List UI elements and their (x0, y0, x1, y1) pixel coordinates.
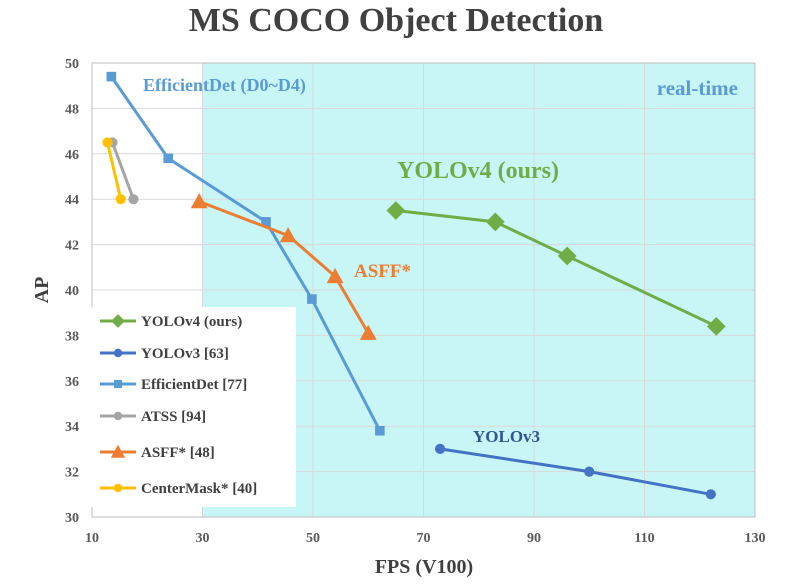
legend-label-centermask: CenterMask* [40] (141, 481, 257, 497)
chart-title: MS COCO Object Detection (189, 2, 604, 39)
data-point-efficientdet (106, 71, 117, 82)
x-tick-label: 90 (527, 531, 541, 546)
legend-label-atss: ATSS [94] (141, 409, 206, 425)
annotation-yolov4: YOLOv4 (ours) (397, 158, 559, 184)
data-point-efficientdet (307, 294, 317, 304)
legend-label-yolov4-ours: YOLOv4 (ours) (141, 314, 242, 330)
data-point-asff (190, 193, 208, 209)
annotation-asff: ASFF* (354, 261, 411, 282)
legend-marker-yolov4-ours (111, 314, 125, 328)
series-centermask (102, 137, 126, 205)
legend-marker-atss (113, 411, 123, 421)
series-yolov3 (434, 443, 716, 500)
y-tick-label: 48 (65, 102, 79, 117)
data-point-yolov3 (434, 443, 446, 454)
data-point-atss (128, 194, 139, 205)
legend-label-asff: ASFF* [48] (141, 445, 215, 461)
y-tick-label: 40 (65, 284, 79, 299)
data-point-yolov4-ours (386, 201, 406, 220)
series-line-yolov4-ours (395, 209, 717, 328)
data-point-centermask (102, 137, 113, 148)
data-point-yolov4-ours (557, 246, 577, 266)
realtime-label: real-time (657, 76, 738, 100)
x-tick-label: 50 (306, 531, 320, 546)
data-point-efficientdet (261, 217, 271, 227)
data-point-yolov3 (705, 489, 716, 500)
x-tick-label: 10 (85, 531, 99, 546)
data-point-asff (326, 267, 344, 284)
legend-label-efficientdet: EfficientDet [77] (141, 377, 247, 393)
series-line-asff (198, 200, 370, 334)
legend-label-yolov3: YOLOv3 [63] (141, 346, 229, 362)
y-tick-label: 38 (65, 329, 79, 344)
data-point-efficientdet (163, 153, 174, 164)
y-tick-label: 30 (65, 511, 79, 526)
data-point-asff (359, 324, 377, 340)
x-tick-label: 110 (634, 531, 654, 546)
annotation-yolov3: YOLOv3 (473, 427, 540, 446)
y-tick-label: 32 (65, 466, 79, 481)
legend-marker-asff (110, 444, 126, 458)
data-point-centermask (115, 194, 126, 205)
y-tick-label: 46 (65, 148, 79, 163)
series-yolov4-ours (386, 201, 726, 336)
y-tick-label: 50 (65, 57, 79, 72)
x-tick-label: 70 (417, 531, 431, 546)
series-asff (190, 193, 377, 340)
legend-box (88, 307, 296, 507)
series-line-atss (111, 141, 135, 200)
y-tick-label: 42 (65, 239, 79, 254)
y-axis-ticks: 30 32 34 36 38 40 42 44 46 48 50 (65, 57, 79, 526)
plot-frame (91, 62, 756, 518)
data-point-asff (279, 227, 297, 243)
series-line-centermask (106, 142, 123, 200)
data-point-yolov4-ours (706, 316, 726, 336)
series-efficientdet (106, 71, 385, 436)
annotation-efficientdet: EfficientDet (D0~D4) (143, 75, 306, 96)
data-point-efficientdet (375, 425, 385, 436)
y-tick-label: 36 (65, 375, 79, 390)
x-axis-label: FPS (V100) (375, 556, 473, 578)
y-tick-label: 34 (65, 420, 79, 435)
x-tick-label: 130 (745, 531, 766, 546)
data-point-yolov4-ours (485, 212, 505, 232)
x-axis-ticks: 10 30 50 70 90 110 130 (85, 531, 766, 546)
legend-marker-efficientdet (114, 380, 122, 388)
series-layer (102, 71, 726, 500)
x-tick-label: 30 (196, 531, 210, 546)
legend: YOLOv4 (ours) YOLOv3 [63] EfficientDet [77… (88, 307, 296, 507)
y-axis-label: AP (31, 277, 53, 304)
legend-marker-yolov3 (113, 348, 123, 358)
data-point-yolov3 (584, 466, 595, 477)
y-tick-label: 44 (65, 193, 79, 208)
legend-marker-centermask (113, 483, 123, 493)
